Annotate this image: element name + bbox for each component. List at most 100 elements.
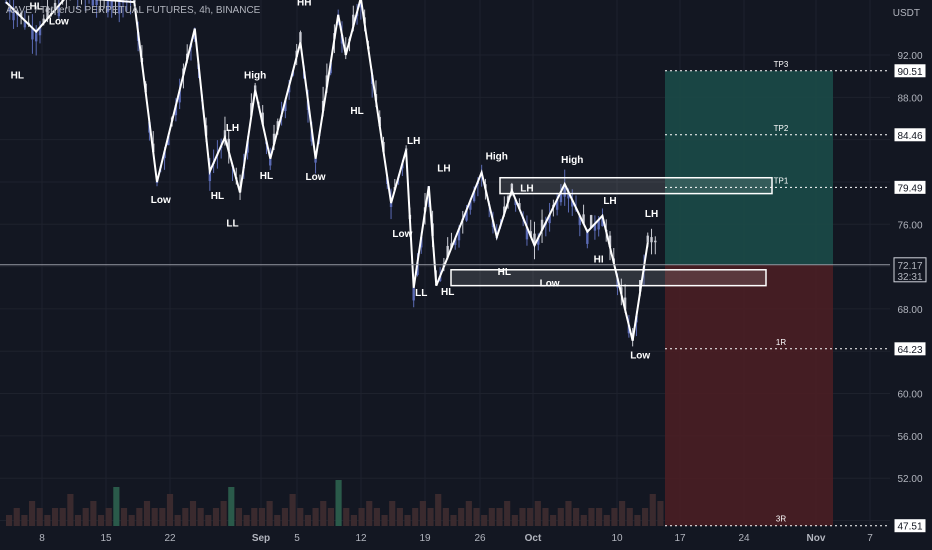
structure-label: HL	[498, 267, 511, 278]
structure-label: LH	[226, 123, 239, 134]
volume-bar	[59, 508, 66, 526]
volume-bar	[266, 501, 273, 526]
volume-bar	[197, 508, 204, 526]
volume-bar	[343, 508, 350, 526]
candle-body	[314, 158, 317, 163]
volume-bar	[412, 508, 419, 526]
volume-bar	[74, 515, 82, 526]
level-badge-text: 79.49	[897, 183, 922, 194]
candle-body	[42, 18, 45, 23]
volume-bar	[458, 508, 465, 526]
volume-bar	[496, 508, 503, 526]
candle-body	[533, 233, 536, 246]
volume-bar	[542, 508, 549, 526]
current-price-badge	[893, 257, 927, 283]
volume-bar	[396, 508, 403, 526]
candle-body	[133, 0, 136, 3]
x-tick-label: 5	[294, 533, 300, 544]
volume-bar	[128, 515, 135, 526]
y-tick-label: 76.00	[897, 220, 922, 231]
volume-bar	[550, 515, 557, 526]
volume-bar	[312, 508, 319, 526]
candle-body	[38, 27, 42, 36]
volume-bar	[657, 501, 664, 526]
volume-bar	[634, 515, 641, 526]
candle-body	[269, 158, 272, 166]
candle-body	[540, 219, 544, 231]
volume-bar	[488, 508, 495, 526]
volume-bar	[228, 487, 235, 526]
candle-body	[454, 238, 457, 245]
candle-body	[601, 215, 604, 227]
candle-body	[518, 203, 521, 209]
candle-body	[35, 31, 38, 42]
candle-body	[110, 0, 113, 8]
volume-bar	[504, 501, 511, 526]
volume-bar	[565, 501, 572, 526]
candle-body	[537, 237, 540, 245]
volume-bar	[28, 501, 36, 526]
candle-body	[174, 105, 178, 116]
volume-bar	[465, 501, 472, 526]
volume-bar	[36, 508, 43, 526]
structure-label: Low	[540, 279, 560, 290]
structure-label: LL	[415, 288, 427, 299]
x-tick-label: 26	[474, 533, 486, 544]
volume-bar	[527, 508, 534, 526]
demand-zone	[450, 269, 767, 287]
candle-body	[167, 135, 170, 146]
structure-label: High	[486, 152, 508, 163]
candle-body	[272, 133, 276, 145]
x-tick-label: Sep	[252, 533, 270, 544]
currency-unit: USDT	[892, 8, 920, 19]
volume-bars	[6, 480, 664, 526]
current-price-text: 72.17	[897, 261, 922, 272]
structure-label: LH	[437, 163, 450, 174]
volume-bar	[611, 508, 618, 526]
structure-label: HL	[11, 70, 24, 81]
candle-body	[46, 6, 49, 19]
structure-label: LH	[603, 196, 616, 207]
volume-bar	[205, 515, 212, 526]
volume-bar	[274, 515, 281, 526]
candle-body	[57, 5, 61, 17]
structure-label: LH	[520, 183, 533, 194]
y-tick-label: 92.00	[897, 51, 922, 62]
x-tick-label: 17	[674, 533, 686, 544]
x-tick-label: 19	[419, 533, 431, 544]
volume-bar	[580, 515, 587, 526]
volume-bar	[143, 501, 151, 526]
level-name: TP2	[774, 124, 789, 133]
level-badge	[893, 127, 927, 143]
volume-bar	[174, 515, 181, 526]
y-tick-label: 68.00	[897, 305, 922, 316]
candle-body	[514, 199, 517, 206]
volume-bar	[136, 508, 143, 526]
volume-bar	[67, 494, 74, 526]
level-badge	[893, 341, 927, 357]
structure-label: HH	[297, 0, 311, 8]
structure-label: Low	[630, 351, 650, 362]
volume-bar	[151, 508, 158, 526]
volume-bar	[335, 480, 342, 526]
loss-zone	[665, 264, 833, 526]
candle-body	[593, 223, 597, 231]
candle-body	[446, 245, 449, 258]
candle-body	[352, 14, 355, 27]
candle-body	[608, 235, 612, 248]
level-name: 1R	[776, 338, 786, 347]
volume-bar	[289, 494, 296, 526]
candle-body	[261, 112, 264, 125]
structure-label: Low	[151, 195, 171, 206]
candle-body	[616, 278, 619, 288]
volume-bar	[235, 508, 243, 526]
level-badge	[893, 179, 927, 195]
volume-bar	[166, 494, 174, 526]
time-axis[interactable]: 8 15 22 Sep 5 12 19 26 Oct 10 17 24 Nov 7	[39, 533, 873, 544]
candle-body	[223, 130, 227, 138]
structure-label: Low	[392, 229, 412, 240]
volume-bar	[51, 508, 59, 526]
candle-body	[567, 192, 570, 199]
